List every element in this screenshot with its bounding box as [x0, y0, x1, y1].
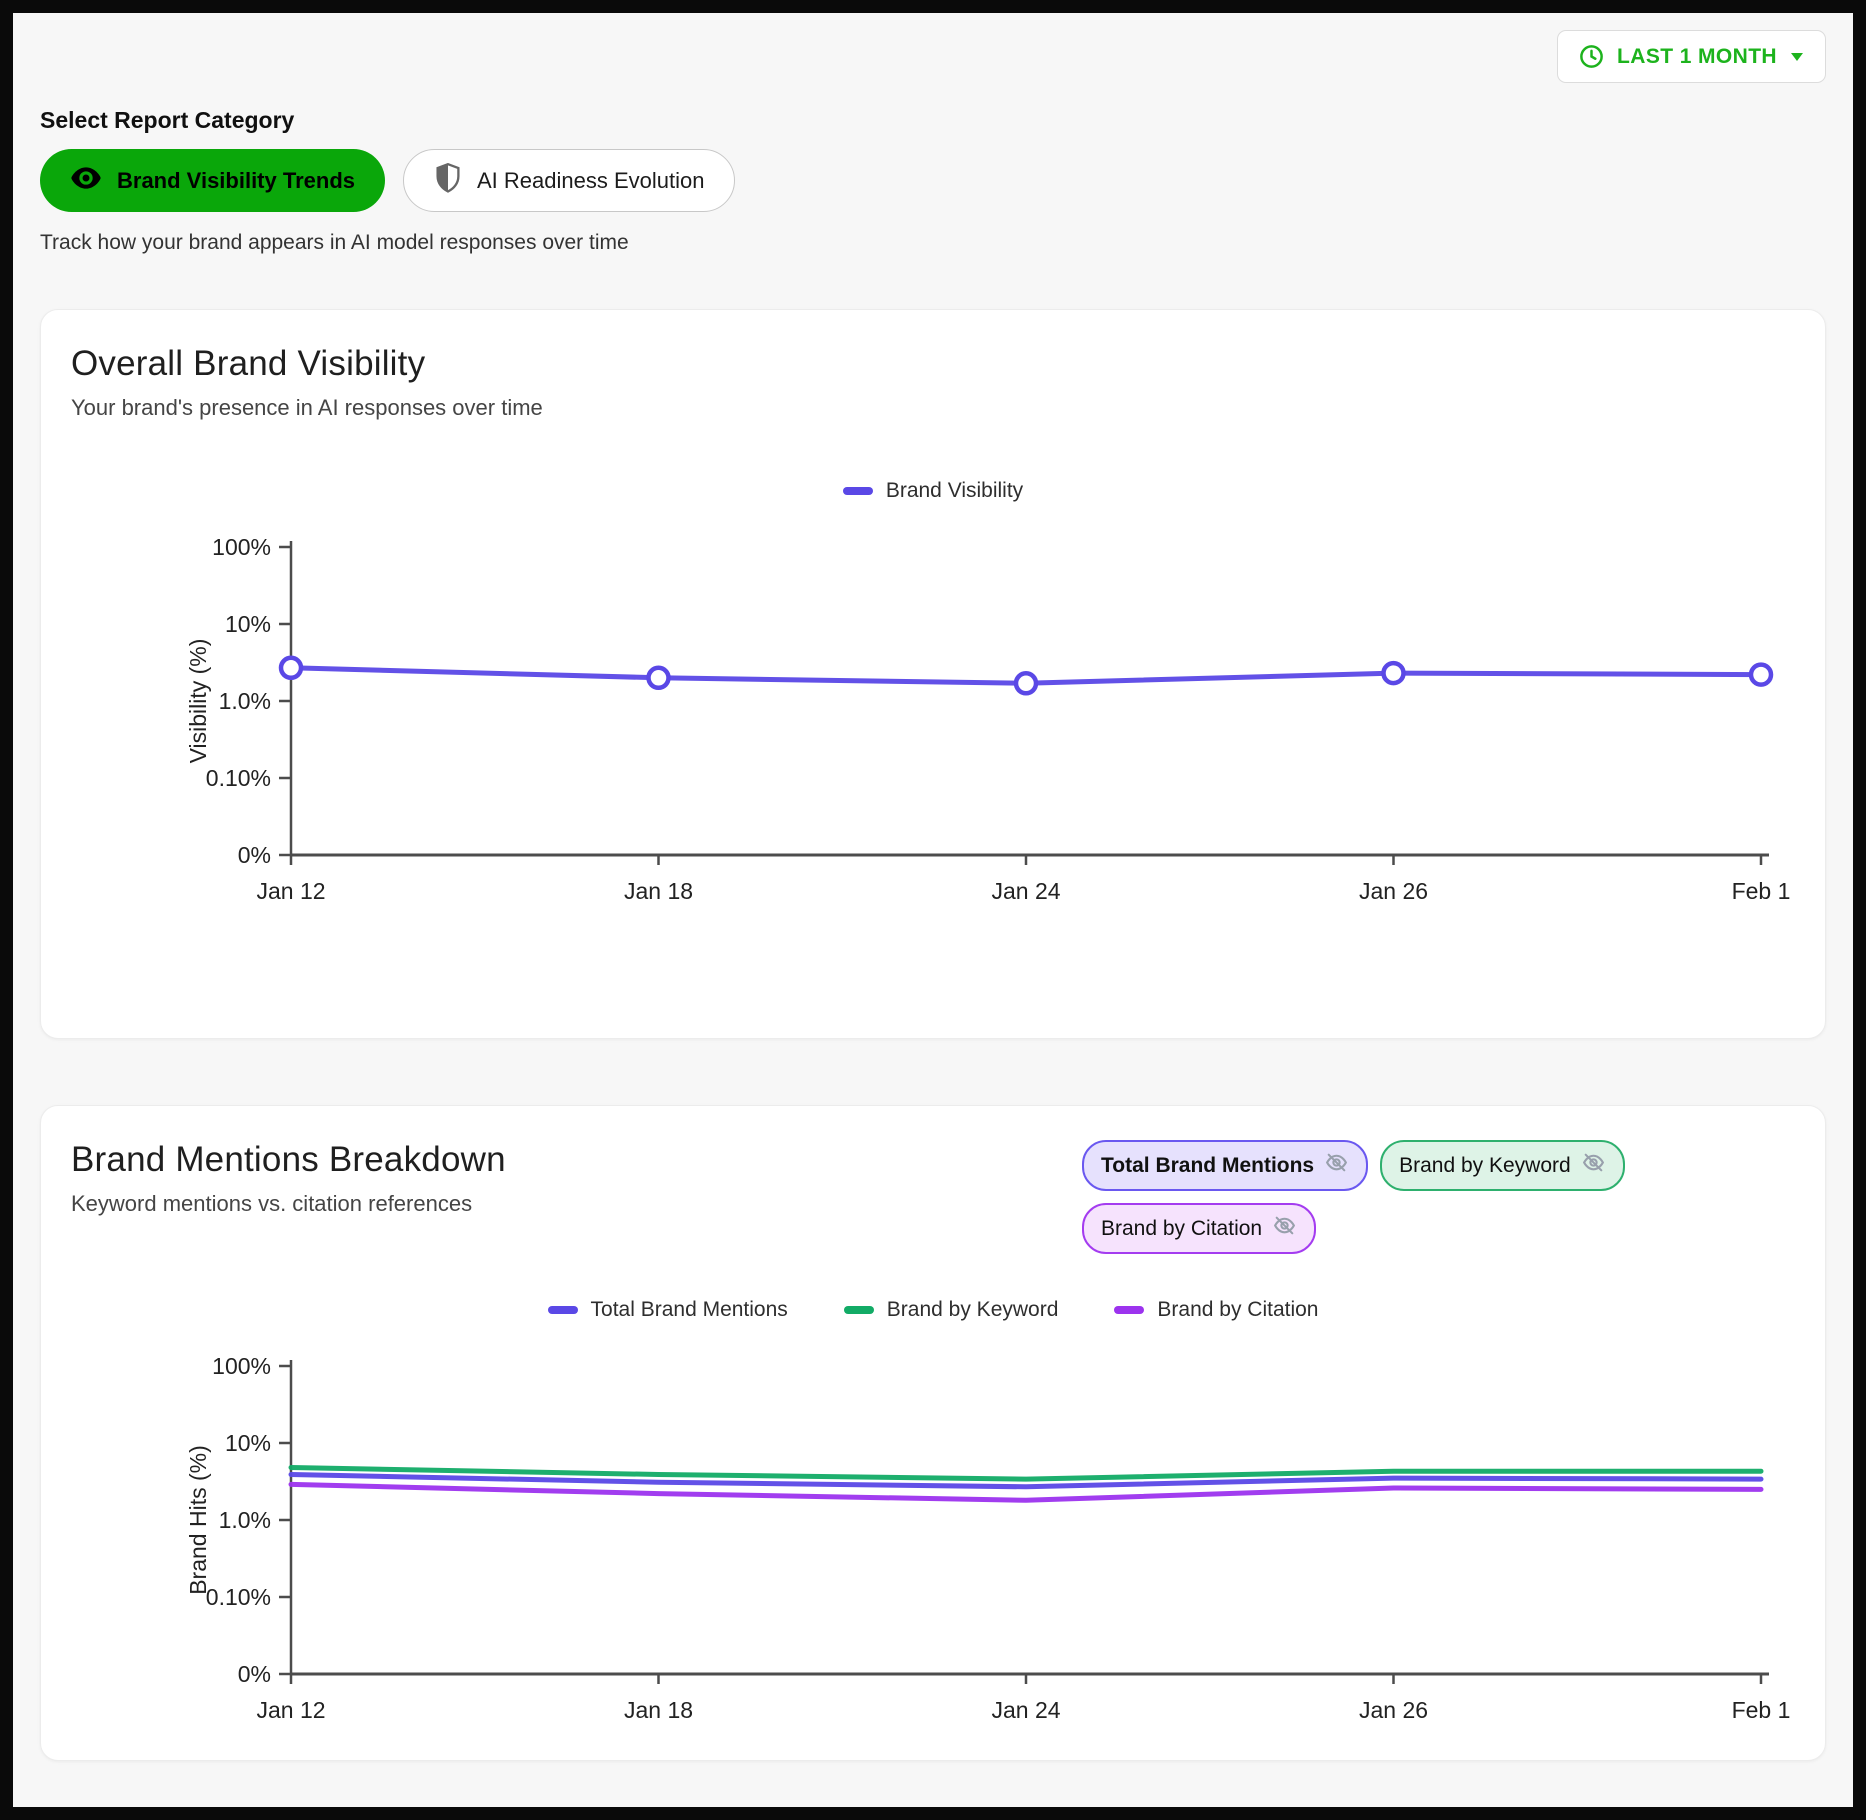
- overall-brand-visibility-card: Overall Brand Visibility Your brand's pr…: [40, 309, 1826, 1039]
- clock-icon: [1578, 43, 1605, 70]
- series-toggle-pills: Total Brand Mentions Brand by Keyword: [1082, 1140, 1667, 1254]
- toggle-total-brand-mentions[interactable]: Total Brand Mentions: [1082, 1140, 1369, 1191]
- svg-text:0%: 0%: [238, 842, 271, 868]
- shield-icon: [434, 162, 462, 199]
- eye-off-icon: [1581, 1150, 1606, 1181]
- brand-mentions-breakdown-card: Brand Mentions Breakdown Keyword mention…: [40, 1105, 1826, 1761]
- svg-text:100%: 100%: [212, 1353, 271, 1379]
- card-title: Overall Brand Visibility: [71, 344, 426, 383]
- svg-text:Jan 26: Jan 26: [1359, 1697, 1428, 1723]
- legend-swatch: [1114, 1306, 1145, 1314]
- legend-item-brand-by-citation: Brand by Citation: [1114, 1298, 1318, 1322]
- legend-swatch: [547, 1306, 578, 1314]
- eye-off-icon: [1324, 1150, 1349, 1181]
- legend-label: Brand Visibility: [885, 479, 1024, 502]
- svg-text:Jan 24: Jan 24: [991, 878, 1060, 904]
- toggle-brand-by-keyword[interactable]: Brand by Keyword: [1380, 1140, 1625, 1191]
- svg-text:0%: 0%: [238, 1661, 271, 1687]
- time-range-button[interactable]: LAST 1 MONTH: [1557, 30, 1826, 83]
- card-subtitle: Your brand's presence in AI responses ov…: [71, 395, 543, 420]
- svg-text:Jan 18: Jan 18: [624, 878, 693, 904]
- legend-swatch: [843, 1306, 874, 1314]
- svg-text:1.0%: 1.0%: [219, 688, 271, 714]
- brand-visibility-chart[interactable]: 100% 10% 1.0% 0.10% 0% Jan 12 Jan 18 Jan 24 Jan …: [71, 531, 1813, 913]
- card-subtitle: Keyword mentions vs. citation references: [71, 1191, 473, 1216]
- svg-text:Jan 12: Jan 12: [256, 878, 325, 904]
- legend-swatch: [842, 487, 873, 495]
- brand-mentions-chart[interactable]: 100% 10% 1.0% 0.10% 0% Jan 12 Jan 18 Jan 24 Jan …: [71, 1350, 1813, 1732]
- toggle-label: Total Brand Mentions: [1101, 1153, 1315, 1177]
- tab-label: AI Readiness Evolution: [477, 167, 705, 193]
- card-header: Brand Mentions Breakdown Keyword mention…: [71, 1140, 1795, 1254]
- svg-text:Jan 12: Jan 12: [256, 1697, 325, 1723]
- svg-text:Feb 1: Feb 1: [1732, 878, 1791, 904]
- svg-text:10%: 10%: [225, 1430, 271, 1456]
- toggle-label: Brand by Citation: [1101, 1216, 1263, 1240]
- report-category-tabs: Brand Visibility Trends AI Readiness Evo…: [40, 149, 1826, 212]
- category-description: Track how your brand appears in AI model…: [40, 231, 629, 254]
- svg-text:0.10%: 0.10%: [206, 765, 271, 791]
- legend-item-brand-visibility: Brand Visibility: [842, 479, 1024, 503]
- chart-legend: Total Brand Mentions Brand by Keyword Br…: [71, 1298, 1795, 1322]
- svg-text:100%: 100%: [212, 534, 271, 560]
- svg-text:0.10%: 0.10%: [206, 1584, 271, 1610]
- legend-label: Brand by Citation: [1157, 1298, 1319, 1321]
- tab-brand-visibility-trends[interactable]: Brand Visibility Trends: [40, 149, 385, 212]
- card-header-titles: Brand Mentions Breakdown Keyword mention…: [71, 1140, 506, 1217]
- legend-item-brand-by-keyword: Brand by Keyword: [843, 1298, 1059, 1322]
- svg-text:1.0%: 1.0%: [219, 1507, 271, 1533]
- card-title: Brand Mentions Breakdown: [71, 1140, 506, 1179]
- svg-text:Jan 24: Jan 24: [991, 1697, 1060, 1723]
- toggle-brand-by-citation[interactable]: Brand by Citation: [1082, 1203, 1317, 1254]
- legend-label: Brand by Keyword: [886, 1298, 1059, 1321]
- svg-text:Jan 18: Jan 18: [624, 1697, 693, 1723]
- eye-icon: [70, 166, 102, 196]
- caret-down-icon: [1789, 51, 1805, 63]
- chart-legend: Brand Visibility: [71, 479, 1795, 503]
- svg-text:Feb 1: Feb 1: [1732, 1697, 1791, 1723]
- toggle-label: Brand by Keyword: [1399, 1153, 1571, 1177]
- topbar: LAST 1 MONTH: [40, 30, 1826, 83]
- svg-text:Brand Hits (%): Brand Hits (%): [185, 1445, 211, 1595]
- time-range-label: LAST 1 MONTH: [1617, 44, 1777, 68]
- svg-text:10%: 10%: [225, 611, 271, 637]
- tab-ai-readiness-evolution[interactable]: AI Readiness Evolution: [403, 149, 736, 212]
- legend-item-total-brand-mentions: Total Brand Mentions: [547, 1298, 788, 1322]
- eye-off-icon: [1272, 1213, 1297, 1244]
- svg-text:Jan 26: Jan 26: [1359, 878, 1428, 904]
- legend-label: Total Brand Mentions: [590, 1298, 788, 1321]
- report-category-heading: Select Report Category: [40, 107, 295, 133]
- svg-text:Visibility (%): Visibility (%): [185, 639, 211, 764]
- tab-label: Brand Visibility Trends: [117, 167, 355, 193]
